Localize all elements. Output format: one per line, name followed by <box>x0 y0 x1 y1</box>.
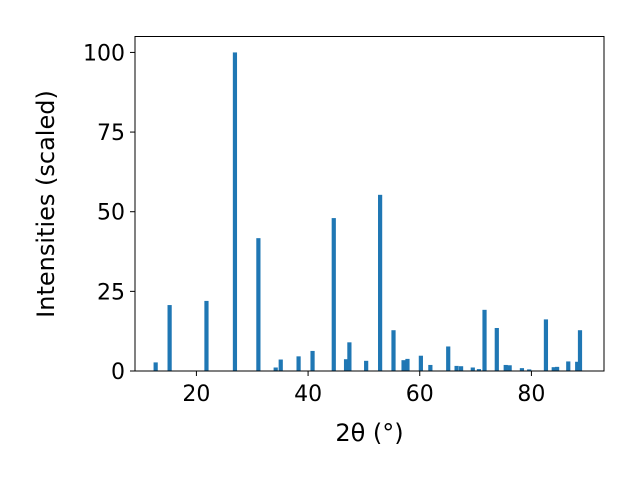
bar <box>204 300 209 371</box>
bar <box>331 218 336 371</box>
y-tick-label: 25 <box>97 280 125 305</box>
bar <box>494 327 499 371</box>
y-axis-label: Intensities (scaled) <box>32 90 60 318</box>
bar <box>347 342 352 371</box>
bar <box>575 361 580 371</box>
bar <box>458 366 464 371</box>
bar <box>428 364 433 371</box>
bar <box>418 355 423 371</box>
bar <box>278 359 283 371</box>
bar <box>405 358 410 371</box>
x-tick-label: 20 <box>182 382 210 407</box>
y-tick-label: 0 <box>111 360 125 385</box>
bar <box>519 368 525 371</box>
bar <box>273 367 278 371</box>
bar <box>232 52 238 372</box>
y-tick-label: 75 <box>97 121 125 146</box>
bar <box>256 238 261 371</box>
bar <box>454 365 459 371</box>
bar <box>482 309 487 371</box>
bar <box>566 361 571 371</box>
bar <box>343 359 349 371</box>
bar <box>446 346 451 371</box>
bar <box>527 369 532 371</box>
bar <box>310 350 315 371</box>
bar <box>153 362 158 371</box>
y-tick-label: 50 <box>97 201 125 226</box>
bar <box>555 366 560 371</box>
bar <box>503 364 508 371</box>
x-axis-label: 2θ (°) <box>335 419 403 447</box>
x-axis-ticks: 20 40 60 80 <box>182 371 545 407</box>
bar <box>378 194 383 371</box>
bar <box>470 367 475 371</box>
bars-group <box>153 52 583 372</box>
bar <box>296 356 301 371</box>
bar <box>551 367 556 371</box>
plot-frame <box>134 36 605 372</box>
bar <box>476 369 482 371</box>
bar <box>401 360 406 371</box>
y-tick-label: 100 <box>83 41 125 66</box>
x-tick-label: 80 <box>517 382 545 407</box>
x-tick-label: 40 <box>294 382 322 407</box>
bar <box>167 305 172 371</box>
bar <box>577 330 583 371</box>
bar <box>507 365 512 371</box>
y-axis-ticks: 0 25 50 75 100 <box>83 41 135 385</box>
x-tick-label: 60 <box>406 382 434 407</box>
bar <box>364 360 369 371</box>
bar <box>543 319 549 371</box>
bar <box>391 330 396 371</box>
